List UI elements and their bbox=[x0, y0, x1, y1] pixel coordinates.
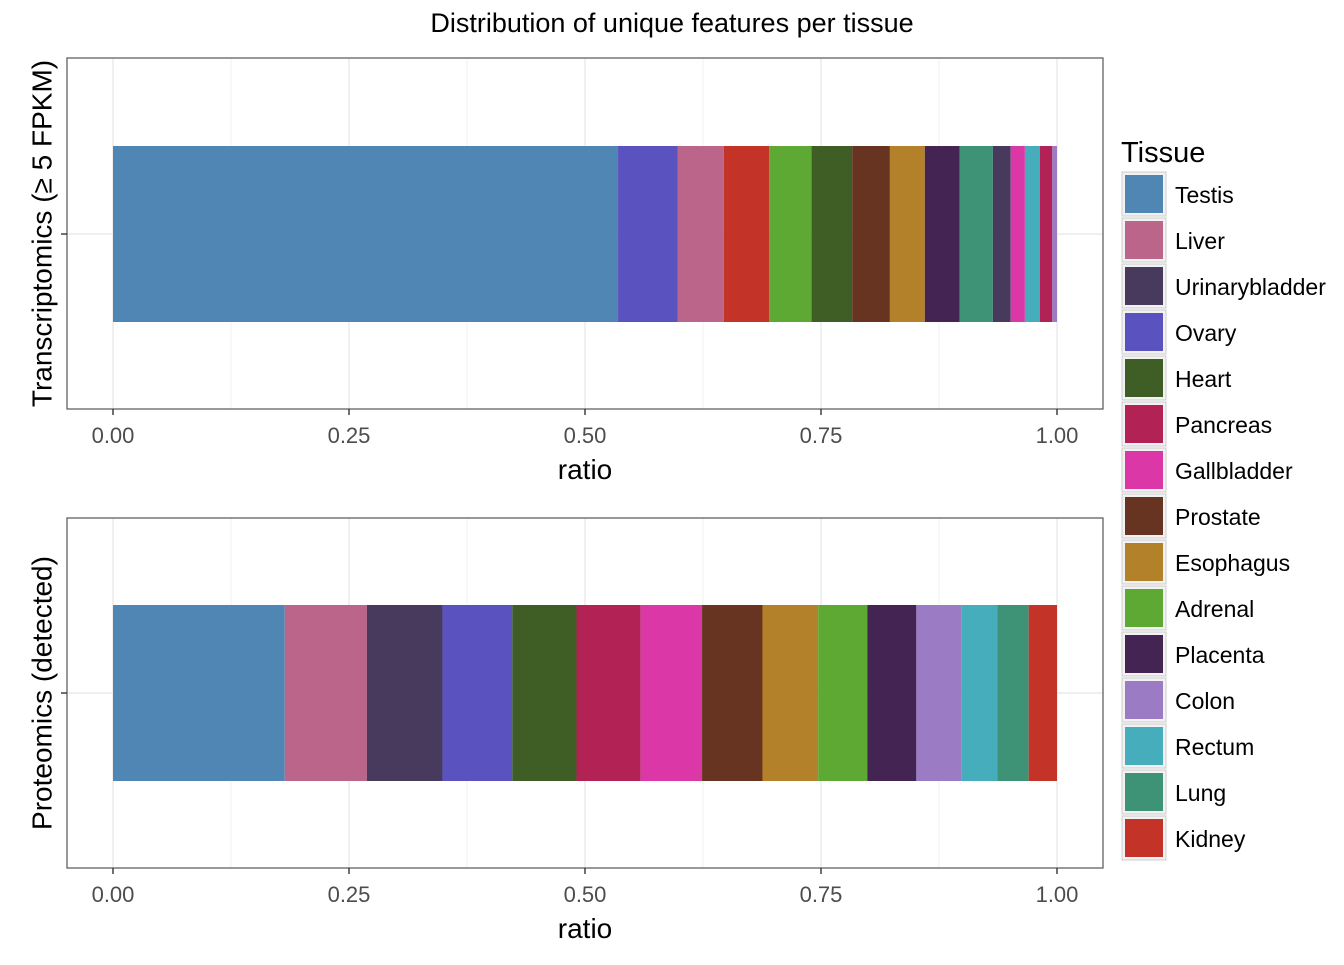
bar-segment-prostate bbox=[852, 146, 890, 322]
legend-item-liver: Liver bbox=[1121, 217, 1225, 263]
bar-segment-testis bbox=[113, 605, 285, 781]
legend-swatch bbox=[1125, 543, 1163, 581]
legend-item-ovary: Ovary bbox=[1121, 309, 1237, 355]
y-axis-label: Transcriptomics (≥ 5 FPKM) bbox=[26, 60, 57, 407]
legend-item-placenta: Placenta bbox=[1121, 631, 1265, 677]
legend-label: Lung bbox=[1175, 780, 1226, 806]
legend-item-lung: Lung bbox=[1121, 769, 1226, 815]
legend-item-esophagus: Esophagus bbox=[1121, 539, 1290, 585]
legend-swatch bbox=[1125, 267, 1163, 305]
legend-swatch bbox=[1125, 635, 1163, 673]
bar-segment-adrenal bbox=[769, 146, 812, 322]
bar-segment-adrenal bbox=[818, 605, 868, 781]
legend-swatch bbox=[1125, 773, 1163, 811]
legend-label: Rectum bbox=[1175, 734, 1254, 760]
legend-swatch bbox=[1125, 359, 1163, 397]
bar-segment-liver bbox=[284, 605, 367, 781]
x-tick-label: 0.00 bbox=[92, 882, 135, 907]
x-tick-label: 0.00 bbox=[92, 423, 135, 448]
legend-label: Ovary bbox=[1175, 320, 1237, 346]
legend-label: Heart bbox=[1175, 366, 1232, 392]
panel-2: 0.00 0.25 0.50 0.75 1.00 ratio Proteomics (det… bbox=[26, 517, 1104, 944]
legend-title: Tissue bbox=[1121, 137, 1205, 169]
x-tick-label: 0.50 bbox=[564, 423, 607, 448]
legend-item-prostate: Prostate bbox=[1121, 493, 1261, 539]
legend-item-heart: Heart bbox=[1121, 355, 1232, 401]
legend-label: Urinarybladder bbox=[1175, 274, 1326, 300]
bar-segment-lung bbox=[997, 605, 1029, 781]
x-axis-label: ratio bbox=[558, 454, 612, 485]
legend-label: Esophagus bbox=[1175, 550, 1290, 576]
legend: Tissue Testis Liver Urinarybladder Ovary Hea… bbox=[1121, 137, 1326, 861]
bar-segment-esophagus bbox=[762, 605, 819, 781]
legend-swatch bbox=[1125, 681, 1163, 719]
panel-1: 0.00 0.25 0.50 0.75 1.00 ratio Transcriptomics… bbox=[26, 57, 1104, 485]
bar-segment-rectum bbox=[961, 605, 998, 781]
legend-label: Liver bbox=[1175, 228, 1225, 254]
legend-label: Prostate bbox=[1175, 504, 1261, 530]
legend-swatch bbox=[1125, 497, 1163, 535]
legend-item-testis: Testis bbox=[1121, 171, 1234, 217]
bar-segment-lung bbox=[959, 146, 993, 322]
bar-segment-heart bbox=[811, 146, 853, 322]
bar-segment-testis bbox=[113, 146, 619, 322]
bar-segment-colon bbox=[1052, 146, 1057, 322]
bar-segment-esophagus bbox=[889, 146, 925, 322]
bar-segment-pancreas bbox=[1040, 146, 1053, 322]
bar-segment-placenta bbox=[867, 605, 917, 781]
bar-segment-urinarybladder bbox=[992, 146, 1011, 322]
legend-swatch bbox=[1125, 727, 1163, 765]
legend-item-kidney: Kidney bbox=[1121, 815, 1246, 861]
legend-label: Colon bbox=[1175, 688, 1235, 714]
legend-items: Testis Liver Urinarybladder Ovary Heart Pancr… bbox=[1121, 171, 1326, 861]
legend-swatch bbox=[1125, 313, 1163, 351]
x-tick-label: 0.25 bbox=[328, 423, 371, 448]
y-axis-label: Proteomics (detected) bbox=[26, 556, 57, 830]
legend-item-gallbladder: Gallbladder bbox=[1121, 447, 1293, 493]
legend-item-pancreas: Pancreas bbox=[1121, 401, 1272, 447]
bar-segment-urinarybladder bbox=[366, 605, 443, 781]
legend-item-urinarybladder: Urinarybladder bbox=[1121, 263, 1326, 309]
x-tick-label: 1.00 bbox=[1036, 882, 1079, 907]
x-tick-label: 0.25 bbox=[328, 882, 371, 907]
bar-segment-ovary bbox=[442, 605, 513, 781]
legend-swatch bbox=[1125, 221, 1163, 259]
legend-swatch bbox=[1125, 451, 1163, 489]
bar-segment-gallbladder bbox=[1010, 146, 1025, 322]
bar-segment-gallbladder bbox=[640, 605, 703, 781]
bar-segment-kidney bbox=[1028, 605, 1057, 781]
legend-swatch bbox=[1125, 819, 1163, 857]
bar-segment-liver bbox=[677, 146, 724, 322]
legend-label: Kidney bbox=[1175, 826, 1246, 852]
bar-segment-placenta bbox=[924, 146, 960, 322]
bar-segment-prostate bbox=[702, 605, 763, 781]
legend-label: Placenta bbox=[1175, 642, 1265, 668]
legend-label: Testis bbox=[1175, 182, 1234, 208]
bar-segment-heart bbox=[512, 605, 577, 781]
bar-segment-pancreas bbox=[576, 605, 641, 781]
x-tick-label: 0.75 bbox=[800, 423, 843, 448]
chart-title: Distribution of unique features per tiss… bbox=[430, 8, 913, 38]
legend-item-colon: Colon bbox=[1121, 677, 1235, 723]
bar-segment-kidney bbox=[723, 146, 770, 322]
legend-swatch bbox=[1125, 405, 1163, 443]
bar-segment-colon bbox=[916, 605, 962, 781]
bar-segment-ovary bbox=[618, 146, 678, 322]
x-tick-label: 1.00 bbox=[1036, 423, 1079, 448]
x-axis-label: ratio bbox=[558, 913, 612, 944]
legend-label: Adrenal bbox=[1175, 596, 1254, 622]
legend-label: Pancreas bbox=[1175, 412, 1272, 438]
legend-item-rectum: Rectum bbox=[1121, 723, 1254, 769]
legend-item-adrenal: Adrenal bbox=[1121, 585, 1254, 631]
x-tick-label: 0.75 bbox=[800, 882, 843, 907]
panels: 0.00 0.25 0.50 0.75 1.00 ratio Transcriptomics… bbox=[26, 57, 1104, 944]
legend-swatch bbox=[1125, 589, 1163, 627]
x-tick-label: 0.50 bbox=[564, 882, 607, 907]
legend-swatch bbox=[1125, 175, 1163, 213]
legend-label: Gallbladder bbox=[1175, 458, 1293, 484]
bar-segment-rectum bbox=[1024, 146, 1041, 322]
